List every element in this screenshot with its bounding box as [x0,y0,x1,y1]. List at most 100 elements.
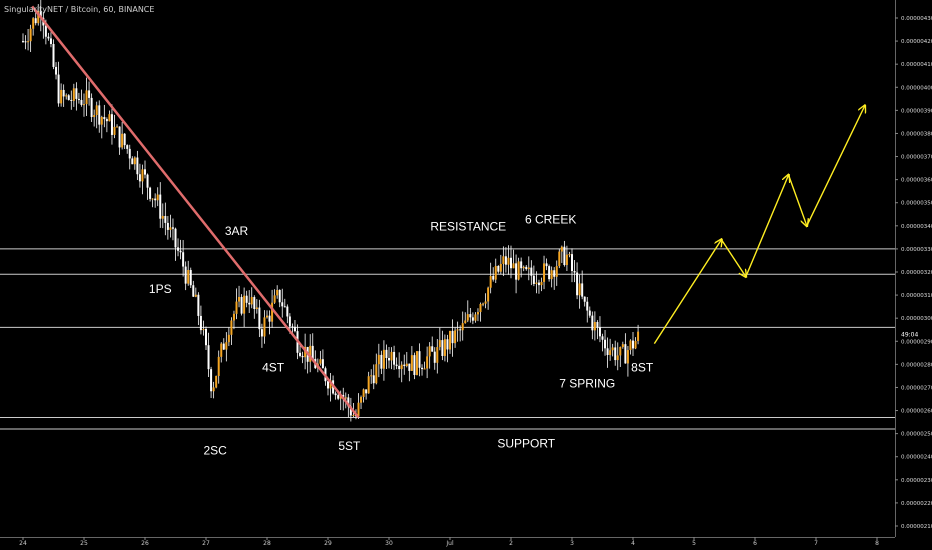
candle-body [443,339,446,356]
candle-body [423,368,426,370]
annotation-label: 5ST [338,439,361,453]
price-tick-label: 0.00000290 [901,339,932,345]
candle-body [110,114,113,135]
candle-body [220,343,223,357]
candle-body [299,352,302,356]
candle-body [88,90,91,98]
candle-body [266,315,268,318]
candle-body [433,351,436,363]
candle-body [601,336,604,340]
candle-body [581,283,584,297]
candle-body [632,340,634,349]
candle-body [126,145,129,149]
candle-body [347,397,350,407]
candle-body [138,174,141,182]
candle-body [499,263,502,272]
candle-body [410,355,413,371]
price-axis[interactable]: 0.00000210 0.00000220 0.00000230 0.00000240… [895,0,932,550]
candle-body [248,302,251,305]
candle-body [621,344,624,348]
projection-segment [787,174,807,226]
candle-body [456,329,459,331]
candle-body [286,306,289,317]
candle-body [372,375,375,384]
candle-body [83,104,85,106]
price-tick-label: 0.00000370 [901,155,932,161]
projection-segment [806,106,865,227]
candle-body [367,376,370,394]
candle-body [560,246,563,252]
candle-body [146,174,149,188]
price-tick-label: 0.00000360 [901,178,932,184]
candle-body [179,250,182,253]
annotation-label: SUPPORT [497,436,555,450]
candle-body [438,340,441,348]
candle-body [428,346,431,357]
price-tick-label: 0.00000280 [901,362,932,368]
candle-body [118,126,121,148]
horizontal-levels: 0.000003300.000003190.000002960.00000257… [0,244,932,434]
candle-body [593,322,596,331]
price-tick-label: 0.00000220 [901,501,932,507]
candle-body [403,364,406,367]
candle-body [464,320,467,324]
candle-body [565,254,568,266]
candle-body [362,389,365,397]
candle-body [205,328,207,346]
candle-body [268,315,271,322]
candle-body [461,323,464,331]
candle-body [52,43,55,67]
candle-body [65,95,68,97]
price-tick-label: 0.00000260 [901,409,932,415]
candle-body [563,246,566,266]
candle-body [321,359,324,369]
candle-body [377,354,380,365]
candle-body [95,105,98,116]
candle-body [614,347,617,361]
trendline [31,5,360,419]
time-tick-label: Jul [445,540,454,547]
candle-body [405,363,408,367]
candle-body [344,397,347,399]
candle-body [283,306,286,308]
time-axis[interactable]: 24 25 26 27 28 29 30 Jul 2 3 4 5 6 7 8 [0,537,895,547]
candle-body [60,89,63,104]
price-tick-label: 0.00000390 [901,108,932,114]
annotation-label: 6 CREEK [525,213,576,227]
candle-body [426,356,429,369]
time-tick-label: 3 [570,540,574,547]
candle-body [276,289,279,296]
projection-segment [745,175,789,277]
candle-body [182,252,185,267]
price-tick-label: 0.00000270 [901,385,932,391]
candle-body [413,355,416,376]
candle-body [85,90,88,105]
candle-body [93,115,96,118]
candle-body [454,330,457,344]
candle-body [77,98,80,100]
time-tick-label: 29 [324,540,332,547]
candle-body [421,367,424,370]
candle-body [637,331,640,341]
price-tick-label: 0.00000330 [901,247,932,253]
candle-body [192,285,195,297]
candle-body [105,119,108,122]
candle-body [166,222,169,230]
candle-body [171,227,174,229]
candle-body [98,105,101,125]
time-tick-label: 7 [814,540,818,547]
candle-body [504,256,507,265]
candle-body [273,295,276,303]
candles [22,0,640,422]
candle-body [530,267,533,276]
annotation-label: 7 SPRING [559,376,615,390]
time-tick-label: 28 [263,540,271,547]
time-tick-label: 6 [753,540,757,547]
candle-body [588,310,591,316]
candle-body [72,88,75,101]
candle-body [309,345,312,362]
candle-body [507,257,510,265]
candle-body [352,414,355,416]
candle-body [535,282,538,284]
